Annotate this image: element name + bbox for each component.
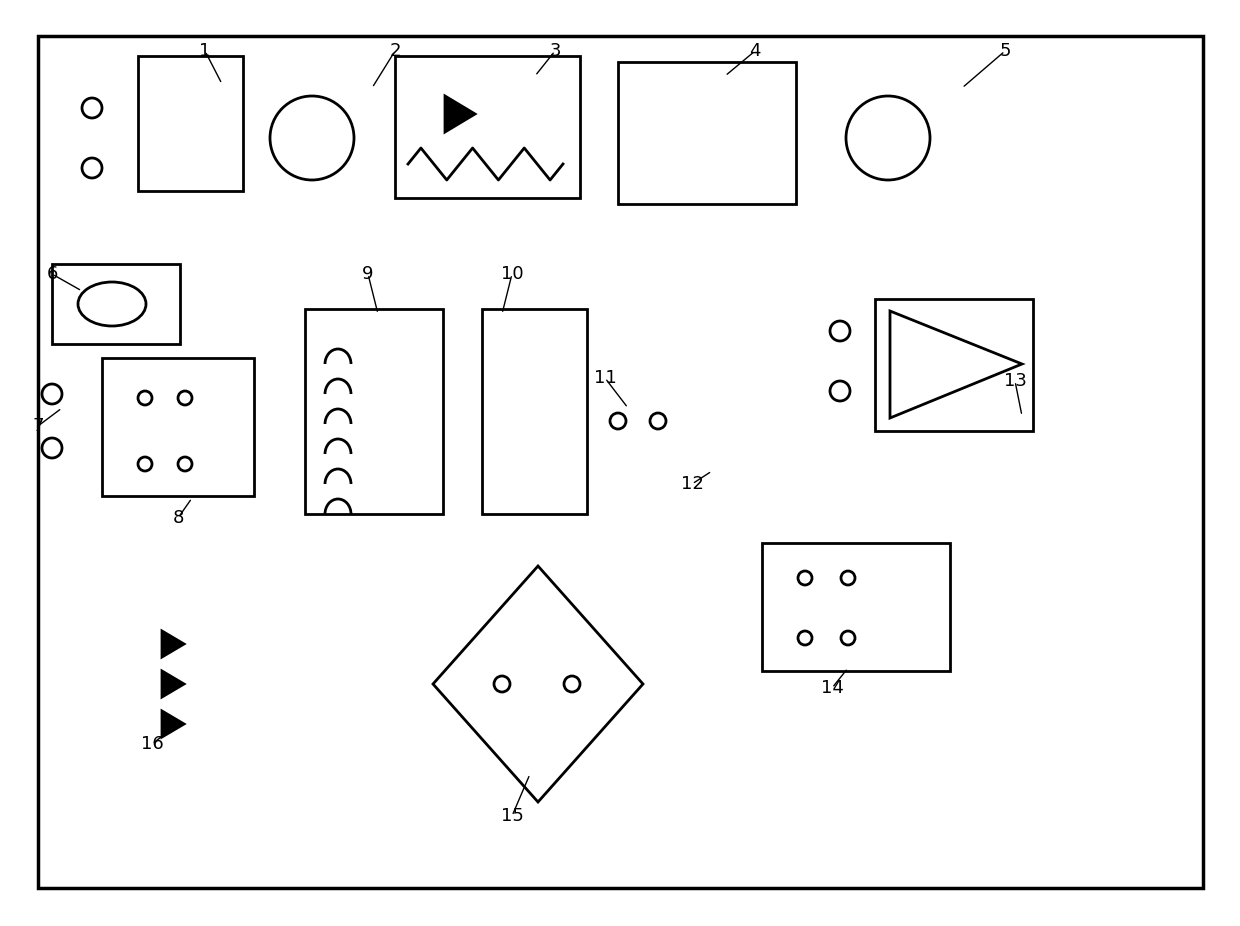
Text: 2: 2 — [389, 42, 401, 60]
Text: 3: 3 — [549, 42, 560, 60]
Bar — [305, 309, 443, 514]
Polygon shape — [445, 96, 475, 132]
Text: 16: 16 — [140, 735, 164, 753]
Bar — [482, 309, 587, 514]
Text: 5: 5 — [999, 42, 1011, 60]
Text: 4: 4 — [749, 42, 761, 60]
Text: 13: 13 — [1003, 372, 1027, 390]
Bar — [52, 264, 180, 344]
Bar — [102, 358, 254, 496]
Polygon shape — [890, 311, 1022, 418]
Bar — [138, 56, 243, 191]
Bar — [875, 299, 1033, 431]
Text: 12: 12 — [681, 475, 703, 493]
Text: 11: 11 — [594, 369, 616, 387]
Text: 1: 1 — [200, 42, 211, 60]
Text: 7: 7 — [32, 417, 43, 435]
Text: 9: 9 — [362, 265, 373, 283]
Bar — [618, 62, 796, 204]
Polygon shape — [162, 631, 184, 657]
Text: 8: 8 — [172, 509, 184, 527]
Polygon shape — [433, 566, 644, 802]
Bar — [763, 543, 950, 671]
Text: 6: 6 — [46, 265, 58, 283]
Polygon shape — [162, 711, 184, 737]
Bar — [396, 56, 580, 198]
Text: 10: 10 — [501, 265, 523, 283]
Polygon shape — [162, 671, 184, 697]
Text: 14: 14 — [821, 679, 843, 697]
Text: 15: 15 — [501, 807, 523, 825]
